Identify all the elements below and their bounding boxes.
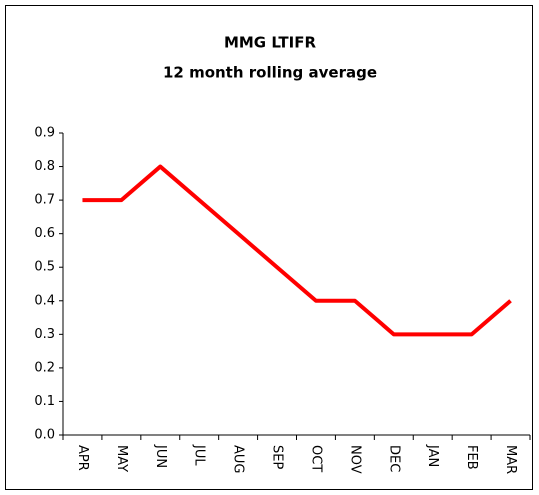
x-tick-label: JUL [192,444,207,466]
y-tick-label: 0.9 [34,126,55,141]
y-tick-label: 0.7 [34,193,55,208]
y-tick-label: 0.8 [34,159,55,174]
y-tick-label: 0.6 [34,226,55,241]
x-tick-label: NOV [347,445,362,474]
y-tick-label: 0.3 [34,327,55,342]
x-tick-label: DEC [386,445,401,472]
x-tick-label: MAR [503,445,518,474]
x-tick-label: FEB [464,445,479,470]
x-tick-label: JAN [425,444,440,467]
y-tick-label: 0.5 [34,260,55,275]
y-tick-label: 0.4 [34,293,55,308]
y-tick-label: 0.1 [34,394,55,409]
y-tick-label: 0.0 [34,428,55,443]
x-tick-label: APR [75,445,90,471]
x-tick-label: OCT [308,445,323,472]
x-tick-label: JUN [153,444,168,468]
x-tick-label: SEP [270,445,285,469]
y-tick-label: 0.2 [34,360,55,375]
x-tick-label: MAY [114,445,129,472]
x-tick-label: AUG [231,445,246,473]
data-line [82,164,512,337]
chart-title: MMG LTIFR [224,34,317,52]
chart-border [5,5,533,490]
chart-subtitle: 12 month rolling average [163,64,377,82]
